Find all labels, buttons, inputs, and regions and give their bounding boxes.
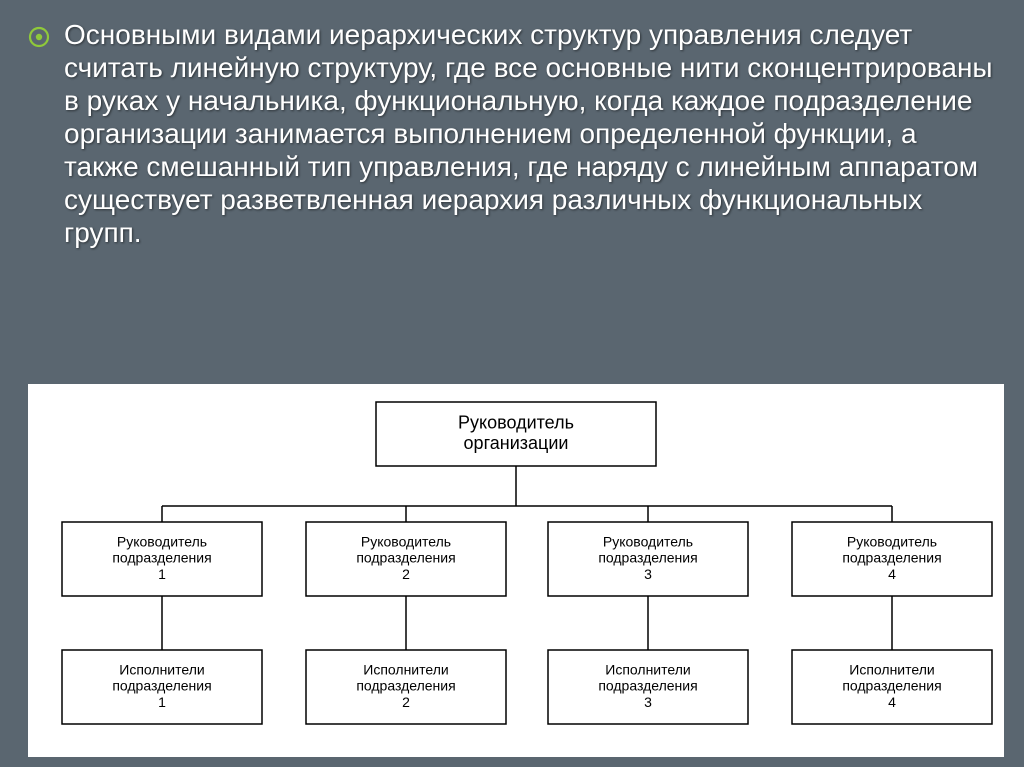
root-node-text-line: Руководитель	[458, 412, 574, 432]
level1-node-0-text-line: подразделения	[112, 550, 211, 566]
level2-node-3-text-line: 4	[888, 694, 896, 710]
level1-node-0-text-line: Руководитель	[117, 534, 207, 550]
bullet-inner-dot	[36, 34, 42, 40]
level2-node-1-text-line: 2	[402, 694, 410, 710]
bullet-block: Основными видами иерархических структур …	[28, 18, 996, 249]
org-chart-svg: РуководительорганизацииРуководительподра…	[28, 384, 1004, 757]
level1-node-0-text-line: 1	[158, 566, 166, 582]
level1-node-3-text-line: Руководитель	[847, 534, 937, 550]
level1-node-2-text-line: Руководитель	[603, 534, 693, 550]
level1-node-1-text-line: подразделения	[356, 550, 455, 566]
slide: Основными видами иерархических структур …	[0, 0, 1024, 767]
level2-node-0-text-line: Исполнители	[119, 662, 204, 678]
level2-node-1-text-line: подразделения	[356, 678, 455, 694]
level1-node-2-text-line: 3	[644, 566, 652, 582]
level1-node-3-text-line: подразделения	[842, 550, 941, 566]
level2-node-3-text-line: Исполнители	[849, 662, 934, 678]
level2-node-3-text-line: подразделения	[842, 678, 941, 694]
level2-node-0-text-line: подразделения	[112, 678, 211, 694]
level2-node-0-text-line: 1	[158, 694, 166, 710]
root-node-text-line: организации	[464, 433, 569, 453]
level1-node-1-text-line: 2	[402, 566, 410, 582]
level1-node-1-text-line: Руководитель	[361, 534, 451, 550]
level1-node-2-text-line: подразделения	[598, 550, 697, 566]
level2-node-2-text-line: 3	[644, 694, 652, 710]
level2-node-2-text-line: подразделения	[598, 678, 697, 694]
level2-node-1-text-line: Исполнители	[363, 662, 448, 678]
bullet-text: Основными видами иерархических структур …	[64, 18, 996, 249]
level1-node-3-text-line: 4	[888, 566, 896, 582]
bullet-target-icon	[28, 26, 50, 53]
org-chart-panel: РуководительорганизацииРуководительподра…	[28, 384, 1004, 757]
level2-node-2-text-line: Исполнители	[605, 662, 690, 678]
